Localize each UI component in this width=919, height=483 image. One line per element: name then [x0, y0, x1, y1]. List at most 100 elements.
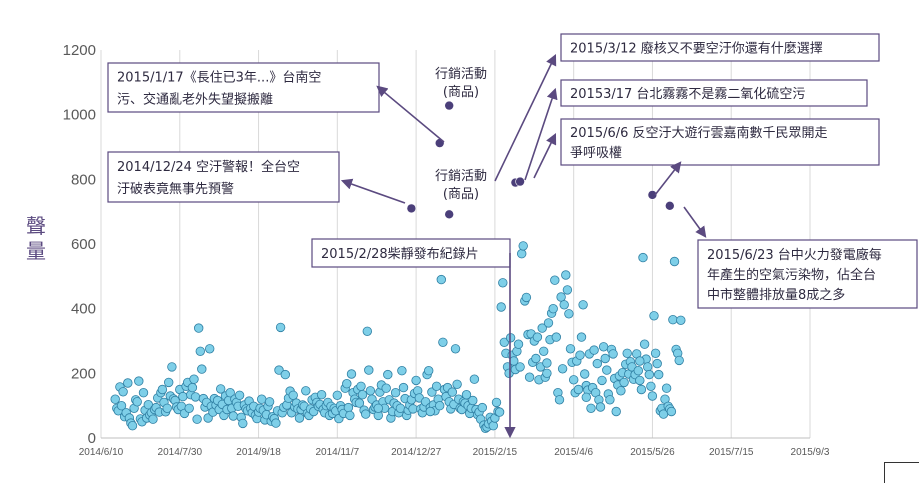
data-point: [192, 414, 202, 424]
annotation-text: 2015/6/6 反空汙大遊行雲嘉南數千民眾開走: [570, 125, 828, 141]
data-point: [581, 392, 592, 403]
x-tick-label: 2015/9/3: [791, 447, 830, 458]
data-point: [557, 364, 568, 374]
data-point: [189, 374, 199, 384]
data-point: [542, 368, 552, 379]
data-point: [635, 356, 645, 366]
data-point: [357, 390, 368, 400]
data-point: [542, 358, 552, 368]
annotation-box: [560, 33, 880, 62]
data-point: [600, 353, 610, 364]
data-point: [676, 315, 686, 326]
x-tick-label: 2015/7/15: [709, 447, 754, 458]
annotation-text: 行銷活動: [435, 168, 487, 184]
data-point: [116, 401, 127, 411]
annotation-arrow: [654, 161, 682, 196]
data-point: [138, 388, 149, 398]
data-point: [193, 323, 204, 333]
data-point: [646, 381, 656, 392]
data-point: [521, 292, 532, 303]
data-point: [569, 375, 579, 385]
data-point: [127, 421, 138, 431]
data-point: [356, 381, 366, 392]
data-point: [411, 375, 421, 386]
data-point: [157, 384, 168, 395]
data-point: [635, 375, 645, 386]
annotation-box: [697, 239, 918, 309]
data-point: [148, 414, 158, 424]
annotation-arrow: [524, 87, 558, 181]
highlight-point: [444, 100, 455, 111]
data-point: [548, 304, 558, 314]
data-point: [110, 394, 120, 404]
data-point: [271, 418, 281, 428]
data-points: [110, 241, 686, 434]
data-point: [346, 369, 357, 379]
data-point: [294, 413, 305, 423]
data-point: [187, 382, 198, 393]
data-point: [488, 421, 499, 431]
data-point: [619, 377, 629, 388]
data-point: [438, 337, 448, 348]
data-point: [238, 418, 248, 429]
annotation-arrow: [340, 178, 406, 204]
data-point: [666, 406, 677, 417]
data-point: [575, 350, 585, 360]
data-point: [477, 402, 488, 413]
data-point: [447, 387, 458, 397]
data-point: [586, 403, 596, 414]
data-point: [123, 378, 133, 388]
annotation-arrow: [376, 85, 445, 143]
data-point: [343, 402, 354, 413]
data-point: [562, 285, 573, 295]
data-point: [332, 390, 343, 401]
annotation-text: 2015/3/12 廢核又不要空汙你還有什麼選擇: [570, 41, 823, 57]
data-point: [652, 358, 662, 369]
data-point: [450, 344, 461, 354]
data-point: [469, 374, 480, 384]
y-tick-label: 800: [71, 171, 96, 188]
data-point: [550, 275, 560, 285]
data-point: [531, 353, 541, 364]
annotation-box: [107, 62, 380, 113]
data-point: [381, 383, 391, 393]
data-point: [556, 292, 566, 302]
data-point: [373, 403, 384, 414]
x-tick-label: 2014/7/30: [158, 447, 203, 458]
data-point: [654, 369, 664, 380]
data-point: [494, 407, 505, 417]
data-point: [650, 348, 661, 359]
corner-mark: [884, 462, 919, 483]
data-point: [496, 302, 506, 312]
data-point: [275, 322, 286, 333]
y-tick-label: 200: [71, 365, 96, 382]
highlight-point: [647, 190, 658, 200]
annotation-text: (商品): [443, 85, 479, 100]
data-point: [395, 403, 406, 414]
highlight-point: [444, 209, 455, 220]
annotation-arrow: [494, 53, 557, 182]
data-point: [257, 394, 267, 404]
annotation: 2015/6/23 台中火力發電廠每年產生的空氣污染物，佔全台中市整體排放量8成…: [697, 239, 918, 309]
data-point: [398, 382, 409, 393]
data-point: [524, 372, 535, 382]
data-point: [468, 395, 478, 406]
data-point: [408, 404, 418, 414]
data-point: [674, 355, 684, 366]
y-axis-label-line2: 量: [26, 239, 46, 263]
annotation-text: 行銷活動: [435, 66, 487, 82]
data-point: [517, 248, 527, 259]
y-tick-label: 1000: [63, 107, 96, 124]
y-tick-label: 400: [71, 301, 96, 318]
x-tick-label: 2014/9/18: [236, 447, 281, 458]
data-point: [578, 300, 588, 310]
data-point: [532, 332, 543, 342]
data-point: [397, 366, 407, 376]
data-point: [668, 315, 678, 325]
data-point: [167, 362, 177, 372]
x-tick-label: 2014/6/10: [79, 447, 124, 458]
annotation-text: 2014/12/24 空汙警報！全台空: [117, 159, 300, 175]
highlight-point: [406, 203, 417, 214]
